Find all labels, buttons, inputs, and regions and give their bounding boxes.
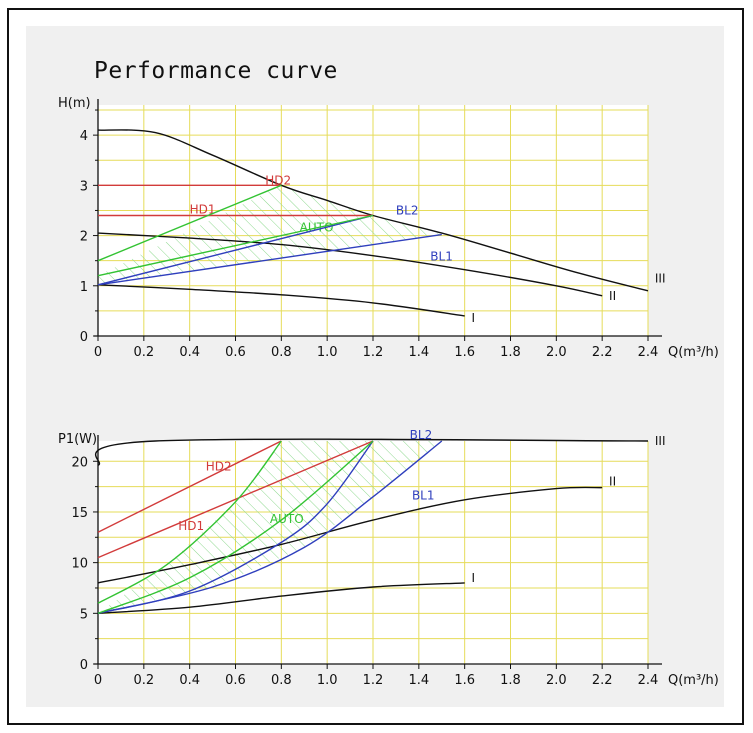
series-label-iii: III	[655, 271, 666, 285]
x-tick-label: 0	[94, 673, 102, 688]
y-tick-label: 3	[80, 179, 88, 194]
x-tick-label: 0.6	[225, 345, 246, 360]
series-line-auto	[97, 184, 282, 262]
chart-title: Performance curve	[94, 58, 338, 84]
x-tick-label: 2.0	[546, 673, 567, 688]
series-line-iii	[97, 129, 649, 292]
series-label-bl1: BL1	[412, 489, 435, 503]
y-tick-label: 5	[80, 607, 88, 622]
x-tick-label: 1.0	[317, 345, 338, 360]
y-tick-label: 10	[71, 557, 88, 572]
x-tick-label: 2.4	[638, 345, 659, 360]
series-line-boundary	[97, 214, 374, 277]
x-tick-label: 1.8	[500, 673, 521, 688]
series-line-hd2	[97, 440, 282, 533]
x-tick-label: 0.2	[133, 345, 154, 360]
chart-1: 0 1 2 3 4 0 0.2 0.4 0.6 0.8 1.0 1.2 1.4 1.6 1.8 2.0 2.2 2…	[58, 96, 719, 360]
x-tick-label: 1.4	[408, 345, 429, 360]
series-line-boundary	[97, 440, 374, 614]
series-line-bl2	[97, 214, 374, 286]
y-axis-label: H(m)	[58, 96, 91, 111]
x-tick-label: 1.6	[454, 673, 475, 688]
series-label-hd2: HD2	[206, 459, 232, 473]
series-line-i	[97, 284, 465, 317]
x-tick-label: 0.2	[133, 673, 154, 688]
series-label-ii: II	[609, 475, 616, 489]
y-axis-label: P1(W)	[58, 432, 97, 447]
series-label-bl2: BL2	[410, 428, 433, 442]
x-tick-label: 0.4	[179, 345, 200, 360]
auto-range-hatch	[98, 441, 442, 614]
x-tick-label: 1.2	[363, 345, 384, 360]
series-line-ii	[97, 232, 603, 297]
series-label-i: I	[472, 311, 476, 325]
y-tick-label: 0	[80, 330, 88, 345]
x-tick-label: 0.8	[271, 345, 292, 360]
series-line-i	[97, 582, 465, 614]
x-tick-label: 0.8	[271, 673, 292, 688]
x-axis-label: Q(m³/h)	[668, 345, 719, 360]
series-label-bl1: BL1	[430, 250, 453, 264]
x-tick-label: 0.4	[179, 673, 200, 688]
x-tick-label: 1.4	[408, 673, 429, 688]
series-line-hd1	[97, 440, 374, 559]
series-label-hd1: HD1	[190, 202, 216, 216]
y-tick-label: 0	[80, 658, 88, 673]
y-tick-label: 1	[80, 280, 88, 295]
x-tick-label: 1.8	[500, 345, 521, 360]
y-tick-label: 15	[71, 506, 88, 521]
series-label-hd2: HD2	[265, 173, 291, 187]
x-tick-label: 1.6	[454, 345, 475, 360]
y-tick-label: 4	[80, 129, 88, 144]
chart-2: 0 5 10 15 20 0 0.2 0.4 0.6 0.8 1.0 1.2 1.4 1.6 1.8 2.0 2…	[58, 428, 719, 688]
x-axis-label: Q(m³/h)	[668, 673, 719, 688]
series-line-bl1	[97, 233, 442, 286]
series-line-iii	[94, 438, 649, 466]
x-tick-label: 2.4	[638, 673, 659, 688]
x-tick-label: 2.0	[546, 345, 567, 360]
series-label-bl2: BL2	[396, 203, 419, 217]
series-line-ii	[97, 486, 603, 584]
x-tick-label: 0.6	[225, 673, 246, 688]
series-label-ii: II	[609, 289, 616, 303]
series-label-iii: III	[655, 434, 666, 448]
x-tick-label: 1.0	[317, 673, 338, 688]
series-label-hd1: HD1	[178, 519, 204, 533]
series-line-auto	[97, 440, 282, 604]
series-label-i: I	[472, 571, 476, 585]
y-tick-label: 2	[80, 230, 88, 245]
x-tick-label: 1.2	[363, 673, 384, 688]
x-tick-label: 0	[94, 345, 102, 360]
series-line-bl1	[97, 440, 443, 614]
y-tick-label: 20	[71, 455, 88, 470]
x-tick-label: 2.2	[592, 345, 613, 360]
x-tick-label: 2.2	[592, 673, 613, 688]
